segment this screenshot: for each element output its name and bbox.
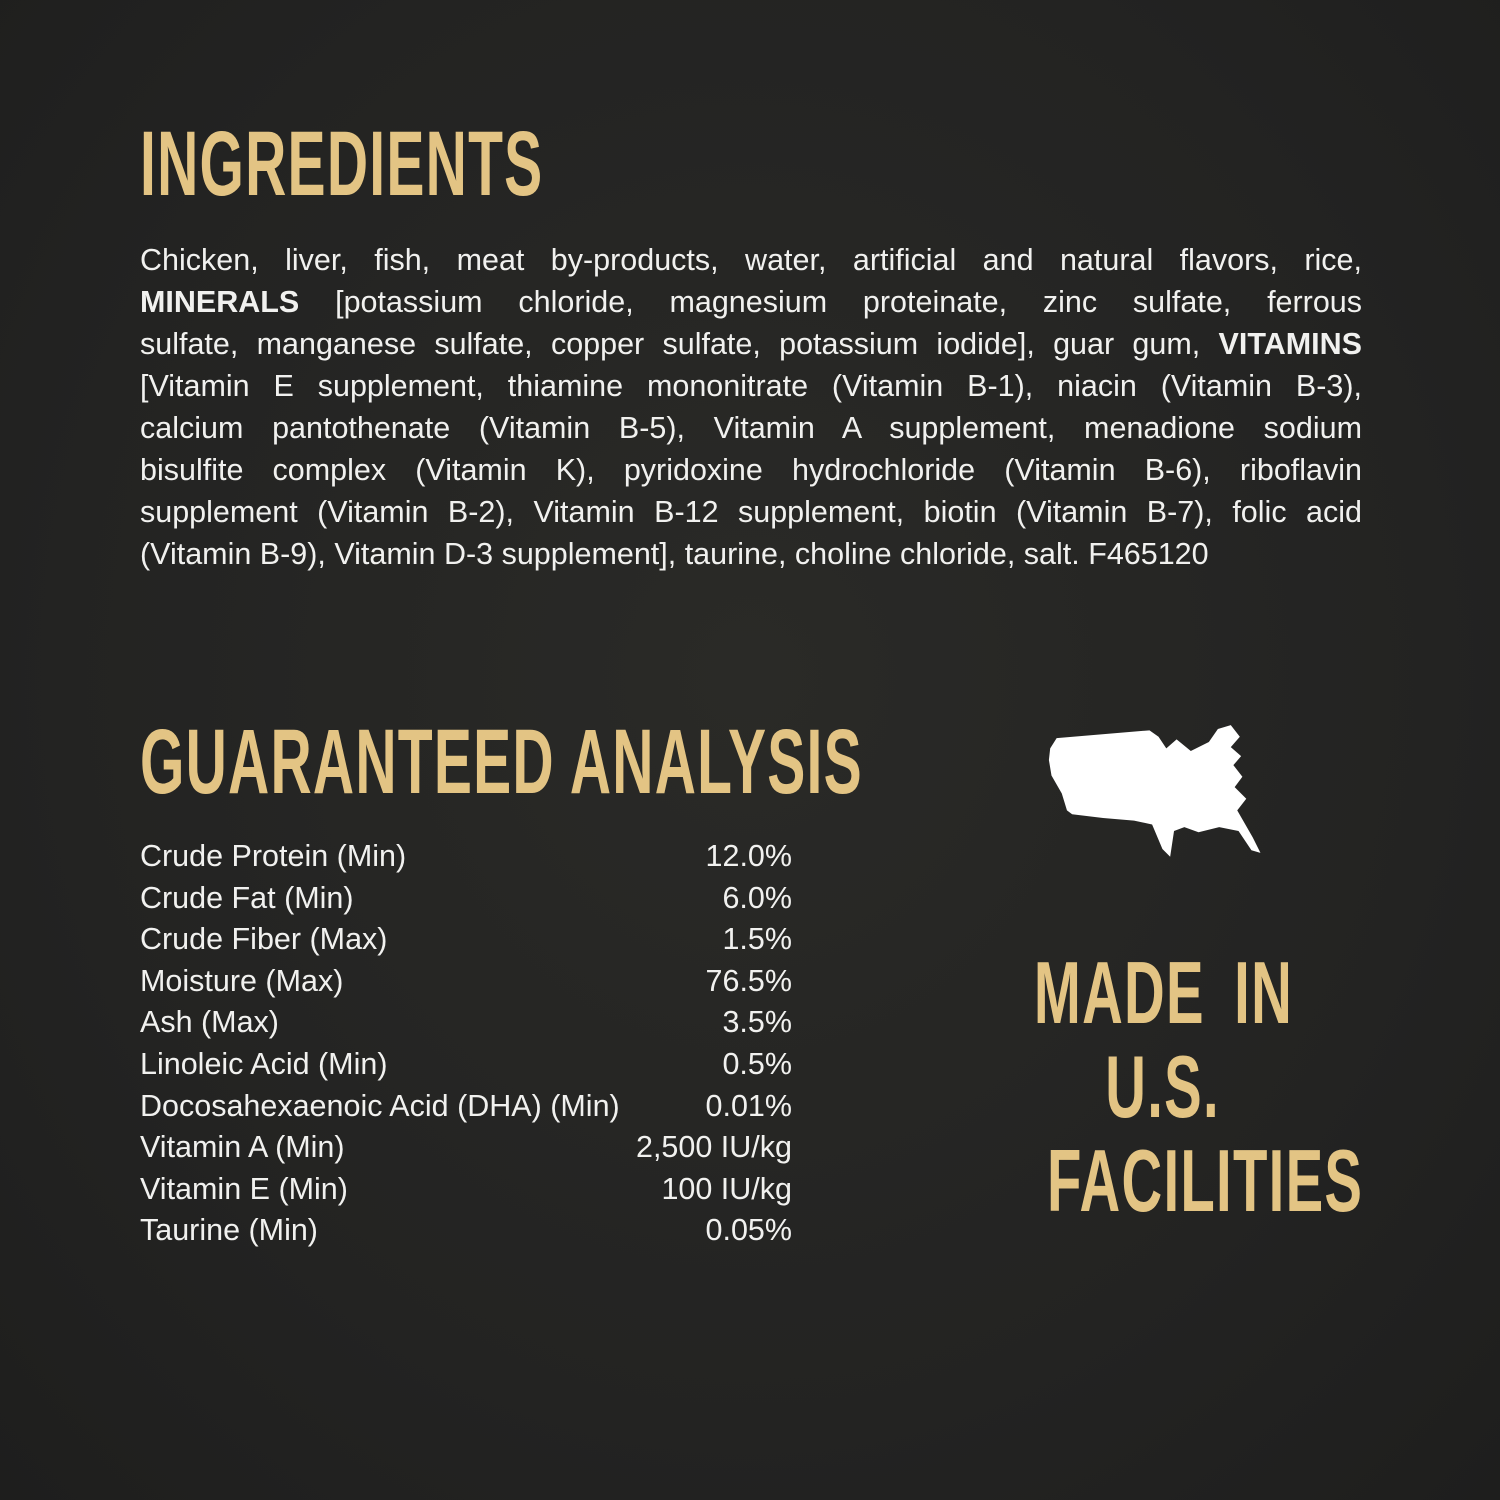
analysis-value: 12.0%	[705, 839, 792, 873]
ingredients-line-7: supplement (Vitamin B-2), Vitamin B-12 s…	[140, 491, 1362, 533]
ingredients-line-4: [Vitamin E supplement, thiamine mononitr…	[140, 365, 1362, 407]
analysis-label: Taurine (Min)	[140, 1213, 318, 1248]
analysis-value: 1.5%	[722, 922, 792, 957]
ingredients-text: calcium pantothenate (Vitamin B-5), Vita…	[140, 411, 1362, 445]
analysis-row-linoleic-acid: Linoleic Acid (Min) 0.5%	[140, 1044, 792, 1086]
analysis-row-dha: Docosahexaenoic Acid (DHA) (Min) 0.01%	[140, 1086, 792, 1128]
guaranteed-analysis-table: Crude Protein (Min) 12.0% Crude Fat (Min…	[140, 836, 792, 1252]
ingredients-heading: INGREDIENTS	[140, 118, 791, 210]
analysis-row-crude-fiber: Crude Fiber (Max) 1.5%	[140, 919, 792, 961]
us-text: U.S.	[1105, 1037, 1221, 1136]
ingredients-text: sulfate, manganese sulfate, copper sulfa…	[140, 327, 1219, 361]
ingredients-text: Chicken, liver, fish, meat by-products, …	[140, 243, 1362, 277]
ingredients-text: [potassium chloride, magnesium proteinat…	[299, 285, 1362, 319]
analysis-value: 0.5%	[722, 1046, 792, 1081]
analysis-value: 0.05%	[705, 1213, 792, 1248]
ingredients-text: bisulfite complex (Vitamin K), pyridoxin…	[140, 453, 1362, 487]
analysis-value: 76.5%	[705, 963, 792, 998]
ingredients-text: supplement (Vitamin B-2), Vitamin B-12 s…	[140, 495, 1362, 529]
analysis-row-crude-fat: Crude Fat (Min) 6.0%	[140, 878, 792, 920]
analysis-label: Linoleic Acid (Min)	[140, 1046, 388, 1081]
ingredients-line-6: bisulfite complex (Vitamin K), pyridoxin…	[140, 449, 1362, 491]
analysis-row-vitamin-a: Vitamin A (Min) 2,500 IU/kg	[140, 1127, 792, 1169]
ingredients-line-2: MINERALS [potassium chloride, magnesium …	[140, 281, 1362, 323]
guaranteed-analysis-heading: GUARANTEED ANALYSIS	[140, 716, 1306, 808]
ingredients-text: [Vitamin E supplement, thiamine mononitr…	[140, 369, 1362, 403]
usa-map-icon	[1048, 725, 1261, 857]
ingredients-text: (Vitamin B-9), Vitamin D-3 supplement], …	[140, 537, 1209, 571]
analysis-row-crude-protein: Crude Protein (Min) 12.0%	[140, 836, 792, 878]
made-in-text: MADE IN	[1033, 943, 1293, 1042]
analysis-label: Crude Fat (Min)	[140, 880, 354, 915]
analysis-label: Moisture (Max)	[140, 963, 344, 998]
ingredients-line-8: (Vitamin B-9), Vitamin D-3 supplement], …	[140, 533, 1362, 575]
analysis-value: 6.0%	[722, 880, 792, 915]
ingredients-line-5: calcium pantothenate (Vitamin B-5), Vita…	[140, 407, 1362, 449]
analysis-row-ash: Ash (Max) 3.5%	[140, 1002, 792, 1044]
analysis-value: 2,500 IU/kg	[636, 1130, 792, 1165]
analysis-label: Crude Protein (Min)	[140, 839, 407, 873]
ingredients-paragraph: Chicken, liver, fish, meat by-products, …	[140, 239, 1362, 575]
ingredients-line-3: sulfate, manganese sulfate, copper sulfa…	[140, 323, 1362, 365]
analysis-value: 3.5%	[722, 1005, 792, 1040]
made-in-line-3: FACILITIES	[958, 1134, 1368, 1228]
analysis-label: Crude Fiber (Max)	[140, 922, 388, 957]
analysis-label: Vitamin E (Min)	[140, 1171, 348, 1206]
analysis-value: 0.01%	[705, 1088, 792, 1123]
analysis-row-vitamin-e: Vitamin E (Min) 100 IU/kg	[140, 1169, 792, 1211]
facilities-text: FACILITIES	[1046, 1131, 1364, 1230]
guaranteed-analysis-heading-text: GUARANTEED ANALYSIS	[140, 711, 863, 813]
made-in-line-2: U.S.	[958, 1040, 1368, 1134]
analysis-row-taurine: Taurine (Min) 0.05%	[140, 1210, 792, 1252]
analysis-value: 100 IU/kg	[661, 1171, 792, 1206]
analysis-label: Ash (Max)	[140, 1005, 279, 1040]
ingredients-heading-text: INGREDIENTS	[140, 113, 544, 215]
made-in-line-1: MADE IN	[958, 946, 1368, 1040]
minerals-bold-text: MINERALS	[140, 285, 300, 319]
analysis-label: Docosahexaenoic Acid (DHA) (Min)	[140, 1088, 620, 1123]
analysis-label: Vitamin A (Min)	[140, 1130, 345, 1165]
made-in-us-block: MADE IN U.S. FACILITIES	[958, 946, 1368, 1228]
ingredients-line-1: Chicken, liver, fish, meat by-products, …	[140, 239, 1362, 281]
analysis-row-moisture: Moisture (Max) 76.5%	[140, 961, 792, 1003]
vitamins-bold-text: VITAMINS	[1218, 327, 1362, 361]
